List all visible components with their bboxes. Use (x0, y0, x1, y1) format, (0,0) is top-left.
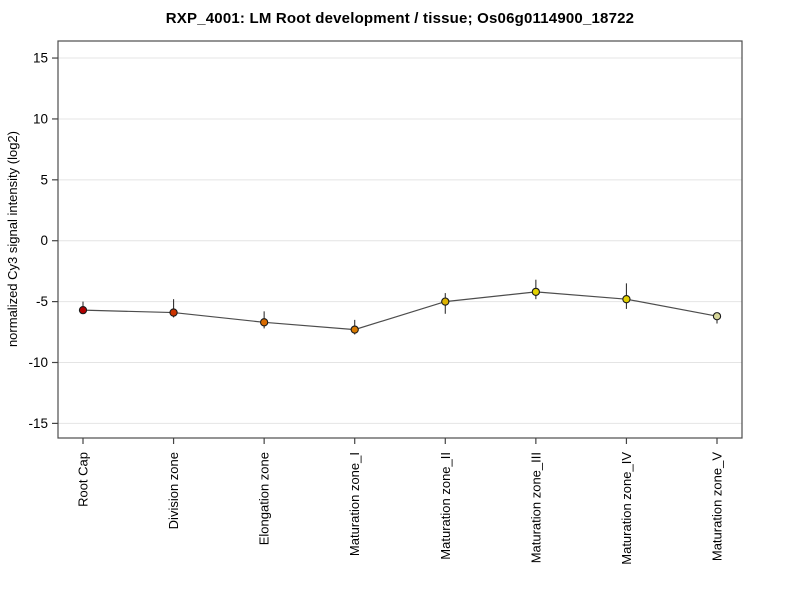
y-tick-label: 0 (40, 233, 48, 248)
y-tick-label: 10 (33, 111, 48, 126)
data-point (259, 318, 269, 327)
data-point (169, 308, 178, 317)
x-tick-label: Maturation zone_IV (619, 452, 634, 565)
x-tick-label: Maturation zone_V (710, 452, 725, 561)
x-tick-label: Maturation zone_II (438, 452, 453, 560)
data-point (622, 295, 631, 304)
data-point (712, 312, 722, 321)
data-point (441, 297, 450, 306)
y-tick-label: -5 (36, 294, 48, 309)
data-point (531, 287, 541, 297)
x-tick-label: Elongation zone (257, 452, 272, 545)
x-tick-label: Maturation zone_I (347, 452, 362, 556)
data-point (78, 305, 88, 315)
y-tick-label: -15 (28, 416, 48, 431)
y-tick-label: 15 (33, 51, 48, 66)
data-series-line (82, 291, 718, 331)
x-tick-label: Root Cap (76, 452, 91, 507)
x-tick-label: Division zone (166, 452, 181, 529)
plot-frame (57, 40, 743, 439)
data-point (350, 325, 359, 334)
chart-title: RXP_4001: LM Root development / tissue; … (165, 10, 635, 27)
x-tick-label: Maturation zone_III (528, 452, 543, 563)
y-tick-label: -10 (28, 355, 48, 370)
y-tick-label: 5 (40, 172, 48, 187)
